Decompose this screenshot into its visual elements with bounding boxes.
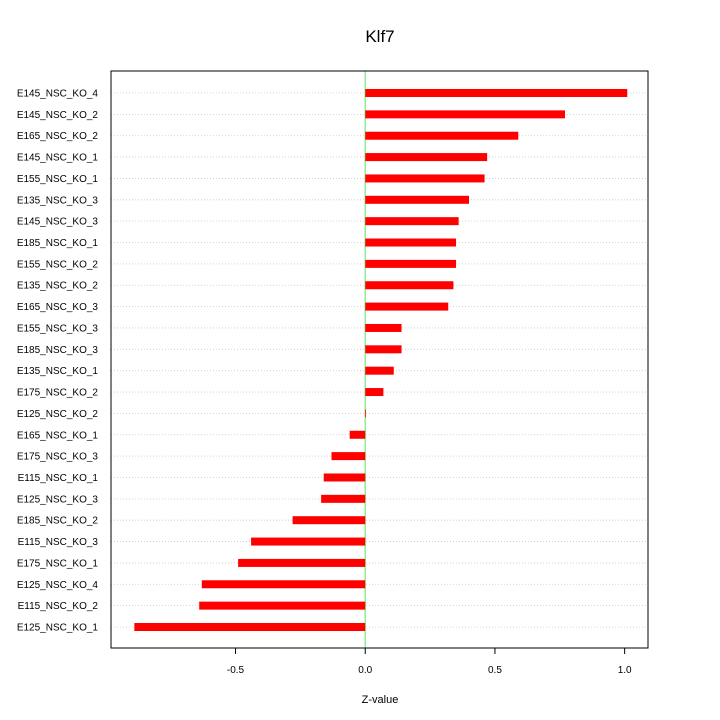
y-tick-label: E165_NSC_KO_3 <box>17 302 99 313</box>
bar <box>134 623 366 631</box>
y-tick-label: E125_NSC_KO_3 <box>17 494 99 505</box>
bar <box>199 601 366 610</box>
bar <box>292 516 366 525</box>
bar <box>349 430 366 439</box>
grid-lines <box>111 92 648 628</box>
bar <box>365 259 457 268</box>
y-tick-label: E155_NSC_KO_2 <box>17 259 99 270</box>
y-tick-label: E175_NSC_KO_2 <box>17 388 99 399</box>
bar <box>365 131 519 140</box>
y-tick-label: E115_NSC_KO_2 <box>18 601 99 612</box>
bar <box>365 366 394 375</box>
y-tick-label: E135_NSC_KO_3 <box>17 195 99 206</box>
y-tick-label: E125_NSC_KO_2 <box>17 409 99 420</box>
x-tick-label: -0.5 <box>227 665 245 676</box>
y-tick-label: E155_NSC_KO_1 <box>17 174 99 185</box>
x-tick-label: 0.5 <box>488 665 502 676</box>
bars <box>134 89 628 631</box>
bar <box>365 174 485 183</box>
bar <box>251 537 366 546</box>
x-axis: -0.5 0.0 0.5 1.0 <box>227 648 632 676</box>
y-tick-label: E155_NSC_KO_3 <box>17 323 99 334</box>
bar <box>365 195 469 204</box>
y-tick-label: E165_NSC_KO_2 <box>17 131 99 142</box>
bar <box>365 153 488 162</box>
bar <box>365 409 367 418</box>
y-tick-label: E115_NSC_KO_3 <box>18 537 99 548</box>
x-axis-title: Z-value <box>362 694 399 706</box>
y-tick-label: E175_NSC_KO_3 <box>17 452 99 463</box>
bar <box>365 302 449 311</box>
x-tick-label: 1.0 <box>618 665 632 676</box>
bar <box>365 217 459 226</box>
y-tick-label: E115_NSC_KO_1 <box>18 473 99 484</box>
bar <box>365 89 628 97</box>
bar <box>323 473 366 482</box>
bar <box>365 238 457 247</box>
y-tick-label: E145_NSC_KO_4 <box>17 89 99 100</box>
bar <box>321 494 366 503</box>
bar <box>365 110 565 119</box>
y-tick-label: E165_NSC_KO_1 <box>17 430 99 441</box>
y-tick-label: E145_NSC_KO_1 <box>17 153 99 164</box>
y-tick-label: E185_NSC_KO_1 <box>17 238 99 249</box>
y-tick-label: E135_NSC_KO_2 <box>17 281 99 292</box>
y-tick-label: E185_NSC_KO_3 <box>17 345 99 356</box>
y-tick-label: E185_NSC_KO_2 <box>17 516 99 527</box>
chart-title: Klf7 <box>365 27 394 46</box>
bar <box>365 281 454 290</box>
bar <box>365 388 384 397</box>
x-tick-label: 0.0 <box>358 665 372 676</box>
y-tick-label: E145_NSC_KO_2 <box>17 110 99 121</box>
bar <box>201 580 366 589</box>
plot-frame <box>110 70 649 649</box>
bar <box>238 558 366 567</box>
bar <box>365 345 402 354</box>
y-tick-label: E125_NSC_KO_1 <box>17 623 99 634</box>
bar <box>331 452 366 461</box>
y-tick-label: E125_NSC_KO_4 <box>17 580 99 591</box>
y-tick-label: E175_NSC_KO_1 <box>17 558 99 569</box>
y-tick-label: E145_NSC_KO_3 <box>17 217 99 228</box>
y-tick-label: E135_NSC_KO_1 <box>17 366 99 377</box>
bar <box>365 323 402 332</box>
y-axis-labels: E145_NSC_KO_4 E145_NSC_KO_2 E165_NSC_KO_2 E… <box>17 89 99 634</box>
